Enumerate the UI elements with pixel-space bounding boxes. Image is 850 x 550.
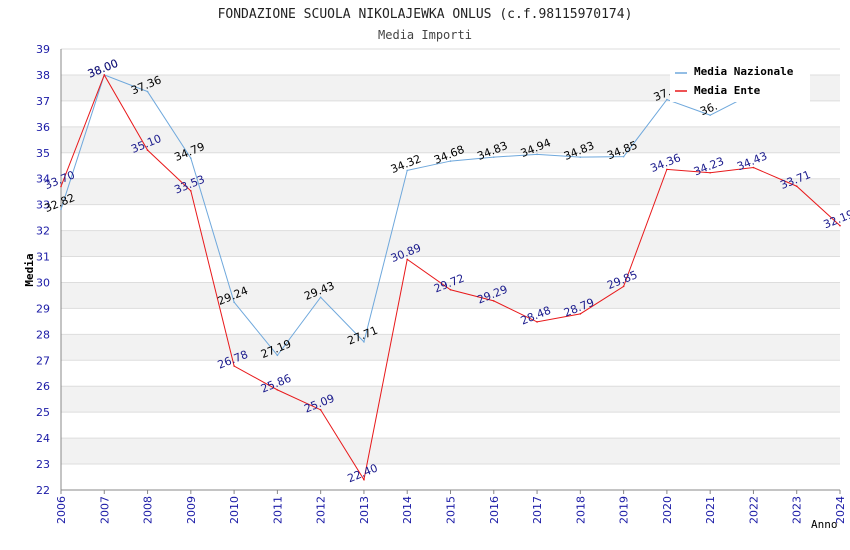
data-point-media-nazionale — [190, 157, 192, 160]
legend-label-media-ente: Media Ente — [694, 84, 761, 97]
y-tick-label: 24 — [36, 432, 50, 445]
legend-label-media-nazionale: Media Nazionale — [694, 65, 794, 78]
y-tick-label: 35 — [36, 147, 50, 160]
data-point-media-nazionale — [492, 156, 495, 158]
y-tick-label: 27 — [36, 354, 50, 367]
data-point-media-ente — [406, 258, 409, 261]
y-tick-label: 32 — [36, 225, 50, 238]
x-tick-label: 2022 — [747, 496, 760, 524]
y-tick-label: 34 — [36, 173, 50, 186]
grid-band — [61, 282, 840, 309]
y-tick-label: 39 — [36, 43, 50, 56]
data-label-media-ente: 32.19 — [822, 207, 850, 231]
grid-band — [61, 230, 840, 257]
x-tick-label: 2010 — [228, 496, 241, 524]
y-tick-label: 29 — [36, 302, 50, 315]
data-point-media-nazionale — [622, 155, 625, 158]
chart-title: FONDAZIONE SCUOLA NIKOLAJEWKA ONLUS (c.f… — [218, 7, 633, 22]
data-point-media-nazionale — [319, 296, 322, 299]
grid-band — [61, 386, 840, 413]
data-point-media-nazionale — [449, 160, 452, 162]
data-point-media-nazionale — [363, 341, 365, 343]
data-point-media-nazionale — [146, 90, 149, 93]
x-tick-label: 2019 — [618, 496, 631, 524]
y-tick-label: 26 — [36, 380, 50, 393]
y-tick-label: 36 — [36, 121, 50, 134]
y-tick-label: 38 — [36, 69, 50, 82]
data-label-media-ente: 34.23 — [692, 155, 726, 179]
y-tick-label: 31 — [36, 251, 50, 264]
data-point-media-nazionale — [276, 354, 279, 357]
data-point-media-ente — [709, 171, 711, 174]
x-tick-label: 2017 — [531, 496, 544, 524]
data-point-media-ente — [839, 224, 841, 227]
x-tick-label: 2013 — [358, 496, 371, 524]
x-tick-label: 2014 — [401, 496, 414, 524]
grid-band — [61, 438, 840, 465]
x-axis-label: Anno — [811, 518, 838, 531]
x-tick-label: 2012 — [315, 496, 328, 524]
legend: Media Nazionale Media Ente — [670, 58, 810, 102]
data-point-media-ente — [190, 190, 192, 192]
data-point-media-ente — [146, 149, 149, 151]
data-point-media-nazionale — [233, 301, 235, 303]
data-point-media-ente — [536, 321, 538, 323]
data-point-media-nazionale — [579, 156, 582, 158]
x-tick-label: 2006 — [55, 496, 68, 524]
data-point-media-ente — [752, 166, 755, 169]
data-point-media-ente — [103, 74, 106, 76]
data-point-media-ente — [363, 478, 365, 481]
x-tick-label: 2007 — [98, 496, 111, 524]
grid-band — [61, 334, 840, 361]
data-point-media-ente — [276, 389, 279, 391]
x-tick-label: 2016 — [488, 496, 501, 524]
x-tick-label: 2009 — [185, 496, 198, 524]
data-label-media-nazionale: 34.32 — [389, 152, 423, 176]
data-point-media-ente — [319, 409, 322, 411]
data-point-media-ente — [579, 313, 582, 315]
data-point-media-nazionale — [406, 169, 409, 172]
y-axis-label: Media — [23, 253, 36, 286]
y-tick-label: 30 — [36, 276, 50, 289]
data-point-media-ente — [449, 288, 452, 291]
y-tick-label: 33 — [36, 199, 50, 212]
data-label-media-ente: 22.40 — [346, 461, 380, 485]
x-tick-label: 2011 — [271, 496, 284, 524]
y-tick-label: 25 — [36, 406, 50, 419]
data-point-media-nazionale — [709, 114, 711, 116]
x-tick-label: 2024 — [834, 496, 847, 524]
x-tick-label: 2015 — [445, 496, 458, 524]
data-point-media-nazionale — [536, 153, 538, 156]
data-point-media-ente — [492, 300, 495, 302]
x-tick-label: 2008 — [142, 496, 155, 524]
x-tick-label: 2020 — [661, 496, 674, 524]
data-point-media-ente — [666, 168, 668, 171]
data-label-media-nazionale: 32.82 — [43, 191, 77, 215]
data-point-media-ente — [233, 365, 235, 367]
data-point-media-ente — [60, 185, 62, 188]
y-tick-label: 28 — [36, 328, 50, 341]
y-tick-label: 23 — [36, 458, 50, 471]
y-tick-label: 37 — [36, 95, 50, 108]
y-tick-label: 22 — [36, 484, 50, 497]
data-point-media-ente — [795, 185, 798, 188]
data-point-media-nazionale — [666, 98, 668, 101]
x-tick-label: 2023 — [791, 496, 804, 524]
chart-subtitle: Media Importi — [378, 28, 472, 42]
data-point-media-nazionale — [60, 208, 62, 211]
data-point-media-ente — [622, 285, 625, 288]
x-tick-label: 2021 — [704, 496, 717, 524]
x-tick-label: 2018 — [574, 496, 587, 524]
data-label-media-nazionale: 36. — [698, 100, 719, 119]
grid-band — [61, 126, 840, 153]
